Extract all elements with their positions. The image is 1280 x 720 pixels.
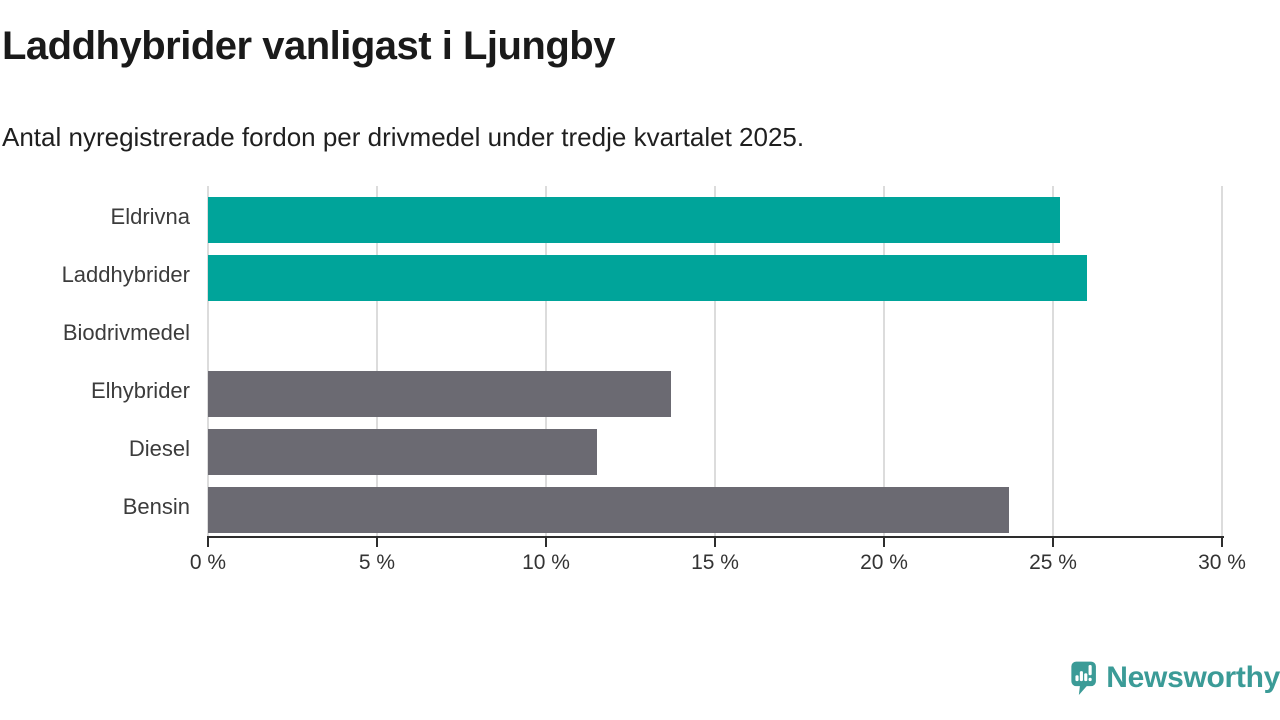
x-axis-tick-label-0: 0 % bbox=[189, 551, 227, 574]
bar-laddhybrider bbox=[208, 255, 1087, 301]
gridline-20 bbox=[883, 186, 885, 536]
x-axis-tick-15 bbox=[714, 538, 716, 547]
x-axis-tick-25 bbox=[1052, 538, 1054, 547]
bar-rows bbox=[208, 188, 1222, 536]
x-axis-tick-30 bbox=[1221, 538, 1223, 547]
gridline-15 bbox=[714, 186, 716, 536]
category-label-laddhybrider: Laddhybrider bbox=[61, 262, 190, 287]
x-axis-tick-10 bbox=[545, 538, 547, 547]
category-labels: Eldrivna Laddhybrider Biodrivmedel Elhybrid… bbox=[0, 188, 190, 536]
speech-bubble-shape bbox=[1071, 661, 1096, 696]
logo-exclamation-line bbox=[1088, 665, 1092, 676]
category-label-eldrivna: Eldrivna bbox=[110, 204, 190, 229]
bar-elhybrider bbox=[208, 371, 672, 417]
bar-row bbox=[208, 188, 1222, 246]
x-axis-tick-label-5: 5 % bbox=[358, 551, 396, 574]
plot-area bbox=[207, 186, 1223, 536]
gridline-0 bbox=[207, 186, 209, 536]
category-label-bensin: Bensin bbox=[122, 494, 190, 519]
x-axis-tick-label-20: 20 % bbox=[860, 551, 908, 574]
x-axis-tick-label-10: 10 % bbox=[522, 551, 570, 574]
logo-bar-chart-glyph bbox=[1075, 665, 1092, 682]
x-axis-tick-5 bbox=[376, 538, 378, 547]
x-axis-tick-label-25: 25 % bbox=[1029, 551, 1077, 574]
bar-bensin bbox=[208, 487, 1010, 533]
newsworthy-logo: Newsworthy bbox=[1070, 650, 1280, 706]
bar-row bbox=[208, 362, 1222, 420]
x-axis-tick-label-30: 30 % bbox=[1198, 551, 1246, 574]
gridline-25 bbox=[1052, 186, 1054, 536]
x-axis-line bbox=[207, 536, 1224, 538]
bar-row bbox=[208, 246, 1222, 304]
chart-title: Laddhybrider vanligast i Ljungby bbox=[2, 24, 615, 68]
category-label-elhybrider: Elhybrider bbox=[90, 378, 190, 403]
newsworthy-logo-icon bbox=[1071, 661, 1096, 696]
category-label-biodrivmedel: Biodrivmedel bbox=[62, 320, 190, 345]
bar-diesel bbox=[208, 429, 597, 475]
gridline-30 bbox=[1221, 186, 1223, 536]
category-label-diesel: Diesel bbox=[128, 436, 190, 461]
x-axis-tick-20 bbox=[883, 538, 885, 547]
bar-row bbox=[208, 304, 1222, 362]
logo-exclamation-dot bbox=[1088, 677, 1092, 682]
newsworthy-wordmark: Newsworthy bbox=[1106, 661, 1280, 694]
chart-subtitle: Antal nyregistrerade fordon per drivmede… bbox=[2, 122, 805, 152]
bar-row bbox=[208, 420, 1222, 478]
bar-chart: Eldrivna Laddhybrider Biodrivmedel Elhybrid… bbox=[0, 186, 1240, 536]
gridline-10 bbox=[545, 186, 547, 536]
bar-row bbox=[208, 478, 1222, 536]
bar-eldrivna bbox=[208, 197, 1060, 243]
x-axis-tick-0 bbox=[207, 538, 209, 547]
gridline-5 bbox=[376, 186, 378, 536]
x-axis-tick-label-15: 15 % bbox=[691, 551, 739, 574]
